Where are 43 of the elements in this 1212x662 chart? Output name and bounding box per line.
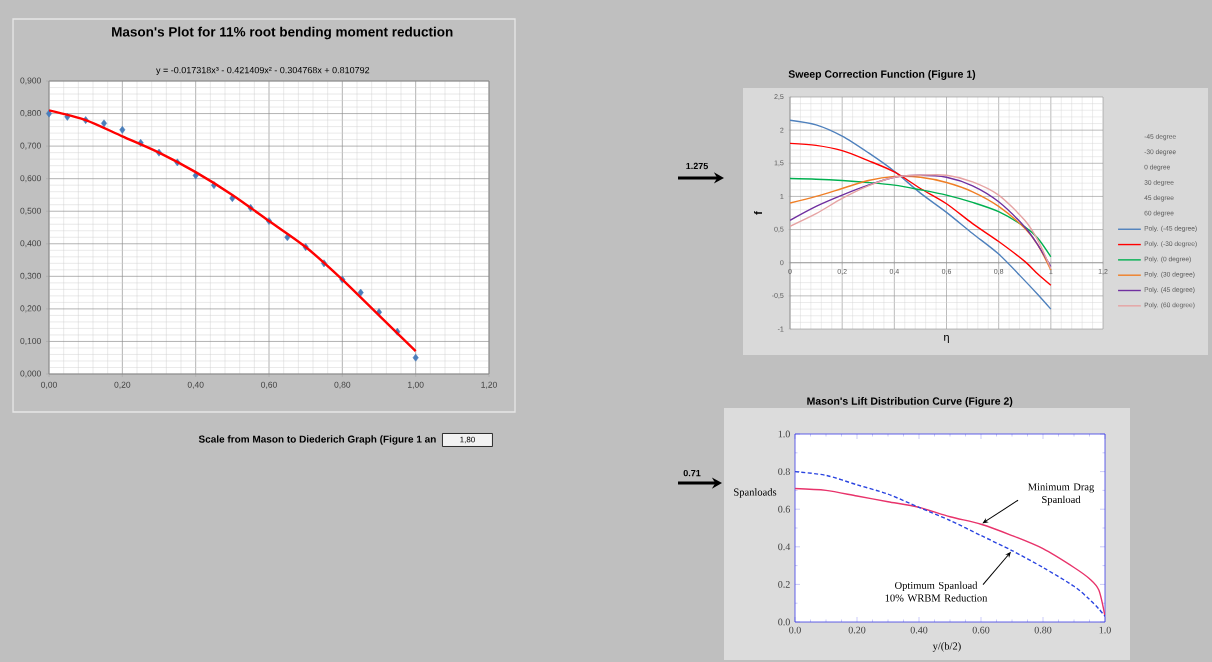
x-tick-label: 0.60	[972, 626, 990, 634]
text: Scale from Mason to Diederich Graph (Figure 1 an	[198, 435, 436, 445]
y-tick-label: 0,500	[20, 207, 41, 215]
y-axis-title: f	[754, 211, 762, 215]
text: 1.275	[686, 162, 709, 170]
chart-title: Sweep Correction Function (Figure 1)	[788, 70, 976, 80]
y-tick-label: 0,700	[20, 142, 41, 150]
x-tick-label: 0,20	[114, 381, 131, 389]
x-tick-label: 1.0	[1099, 626, 1111, 634]
y-tick-label: 0,800	[20, 110, 41, 118]
text: y = -0.017318x³ - 0.421409x² - 0.304768x + 0.810792	[156, 66, 370, 76]
y-tick-label: 0,400	[20, 240, 41, 248]
y-tick-label: 0.8	[778, 468, 790, 476]
y-tick-label: 0,100	[20, 337, 41, 345]
y-tick-label: 0.6	[778, 505, 790, 513]
x-tick-label: 0.0	[789, 626, 801, 634]
x-tick-label: 0.40	[910, 626, 928, 634]
x-tick-label: 0.20	[848, 626, 866, 634]
x-tick-label: 0.80	[1034, 626, 1052, 634]
annotation: Optimum Spanload 10% WRBM Reduction	[885, 581, 988, 602]
y-tick-label: 0,600	[20, 175, 41, 183]
text: 0.71	[683, 469, 701, 477]
x-tick-label: 0,40	[187, 381, 204, 389]
x-tick-label: 0,60	[261, 381, 277, 389]
chart-title: Mason's Lift Distribution Curve (Figure 2)	[807, 397, 1013, 407]
y-tick-label: 0.4	[778, 543, 791, 551]
x-tick-label: 1,00	[408, 381, 424, 389]
y-tick-label: 0,200	[20, 305, 41, 313]
y-tick-label: 1.0	[778, 430, 790, 438]
y-tick-label: 0,300	[20, 272, 41, 280]
annotation: Minimum Drag Spanload	[1028, 483, 1095, 506]
y-tick-label: 0,000	[20, 370, 41, 378]
x-axis-title: y/(b/2)	[932, 642, 961, 652]
text: 1,80	[460, 436, 475, 444]
y-tick-label: 0.0	[778, 618, 790, 626]
chart-title: Mason's Plot for 11% root bending moment reduction	[112, 26, 453, 40]
y-axis-title: Spanloads	[734, 488, 777, 498]
x-tick-label: 0,80	[334, 381, 351, 389]
y-tick-label: 0.2	[778, 581, 790, 588]
x-axis-title: η	[944, 334, 949, 344]
x-tick-label: 1,20	[481, 381, 497, 389]
y-tick-label: 0,900	[20, 77, 41, 85]
x-tick-label: 0,00	[41, 381, 57, 389]
